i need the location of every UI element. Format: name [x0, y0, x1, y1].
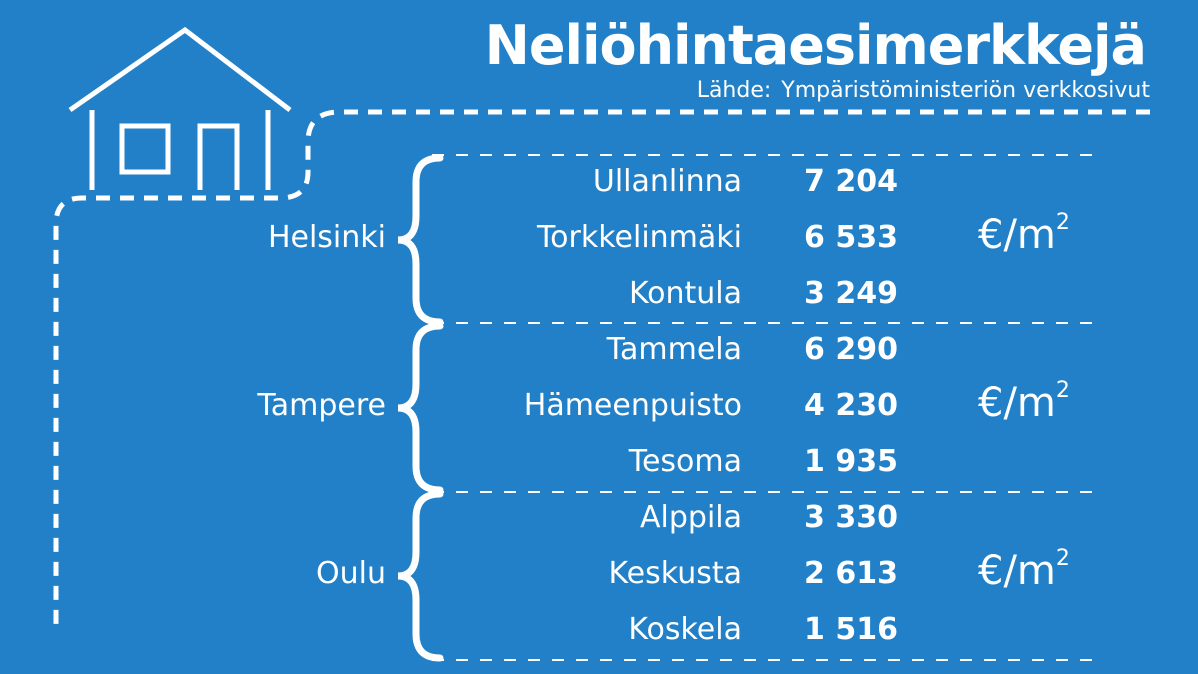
unit-base: €/m — [978, 212, 1056, 258]
dashed-route-line — [53, 109, 1150, 632]
price-value: 6 533 — [804, 220, 898, 255]
price-value: 3 249 — [804, 276, 898, 311]
group-separators — [432, 154, 1100, 661]
price-value: 1 516 — [804, 612, 898, 647]
city-label-tampere: Tampere — [257, 388, 386, 423]
unit-exponent: 2 — [1055, 210, 1070, 235]
unit-label: €/m2 — [978, 378, 1070, 426]
city-label-oulu: Oulu — [316, 556, 386, 591]
price-value: 4 230 — [804, 388, 898, 423]
district-label: Kontula — [628, 276, 742, 311]
city-label-helsinki: Helsinki — [267, 220, 386, 255]
district-label: Koskela — [628, 612, 742, 647]
source-text: Ympäristöministeriön verkkosivut — [781, 78, 1150, 103]
page-title: Neliöhintaesimerkkejä — [484, 14, 1147, 77]
house-icon — [68, 26, 292, 190]
district-label: Alppila — [640, 500, 742, 535]
district-label: Keskusta — [608, 556, 742, 591]
price-value: 6 290 — [804, 332, 898, 367]
unit-base: €/m — [978, 548, 1056, 594]
price-value: 1 935 — [804, 444, 898, 479]
price-value: 7 204 — [804, 164, 898, 199]
price-value: 2 613 — [804, 556, 898, 591]
source-label: Lähde: — [696, 78, 772, 103]
district-label: Ullanlinna — [592, 164, 742, 199]
unit-exponent: 2 — [1055, 378, 1070, 403]
district-label: Tammela — [606, 332, 742, 367]
unit-exponent: 2 — [1055, 546, 1070, 571]
curly-brace-icon — [397, 490, 444, 662]
curly-brace-icon — [397, 322, 444, 494]
price-value: 3 330 — [804, 500, 898, 535]
district-label: Torkkelinmäki — [536, 220, 742, 255]
unit-label: €/m2 — [978, 210, 1070, 258]
district-label: Hämeenpuisto — [523, 388, 742, 423]
district-label: Tesoma — [628, 444, 742, 479]
curly-brace-icon — [397, 154, 444, 326]
unit-label: €/m2 — [978, 546, 1070, 594]
unit-base: €/m — [978, 380, 1056, 426]
source-line: Lähde: Ympäristöministeriön verkkosivut — [697, 78, 1150, 103]
